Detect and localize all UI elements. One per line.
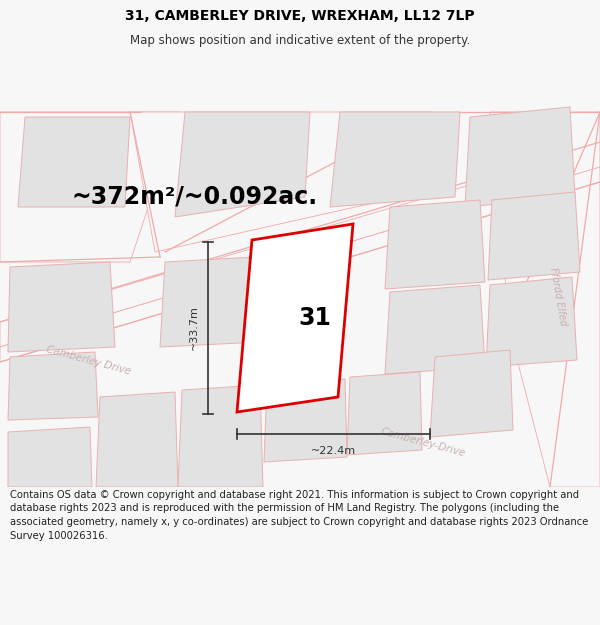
Polygon shape <box>0 112 180 262</box>
Polygon shape <box>8 262 115 352</box>
Polygon shape <box>262 252 345 332</box>
Polygon shape <box>330 112 460 207</box>
Text: 31, CAMBERLEY DRIVE, WREXHAM, LL12 7LP: 31, CAMBERLEY DRIVE, WREXHAM, LL12 7LP <box>125 9 475 22</box>
Polygon shape <box>430 350 513 437</box>
Text: 31: 31 <box>299 306 331 330</box>
Polygon shape <box>486 277 577 367</box>
Polygon shape <box>488 192 580 280</box>
Text: Camberley-Drive: Camberley-Drive <box>380 426 467 458</box>
Polygon shape <box>178 385 263 487</box>
Polygon shape <box>264 379 347 462</box>
Polygon shape <box>0 167 600 362</box>
Polygon shape <box>465 107 575 207</box>
Polygon shape <box>385 285 485 374</box>
Polygon shape <box>8 352 98 420</box>
Polygon shape <box>0 147 600 347</box>
Polygon shape <box>130 112 430 252</box>
Text: ~33.7m: ~33.7m <box>189 306 199 351</box>
Text: Camberley Drive: Camberley Drive <box>45 344 132 376</box>
Polygon shape <box>175 112 310 217</box>
Text: ~22.4m: ~22.4m <box>311 446 356 456</box>
Polygon shape <box>8 427 92 487</box>
Polygon shape <box>96 392 178 487</box>
Polygon shape <box>490 112 600 487</box>
Polygon shape <box>385 200 485 289</box>
Polygon shape <box>237 224 353 412</box>
Polygon shape <box>18 117 130 207</box>
Polygon shape <box>160 257 260 347</box>
Text: Ffordd Elfed: Ffordd Elfed <box>548 267 568 327</box>
Text: ~372m²/~0.092ac.: ~372m²/~0.092ac. <box>72 185 318 209</box>
Polygon shape <box>347 372 422 455</box>
Text: Map shows position and indicative extent of the property.: Map shows position and indicative extent… <box>130 34 470 47</box>
Text: Contains OS data © Crown copyright and database right 2021. This information is : Contains OS data © Crown copyright and d… <box>10 490 589 541</box>
